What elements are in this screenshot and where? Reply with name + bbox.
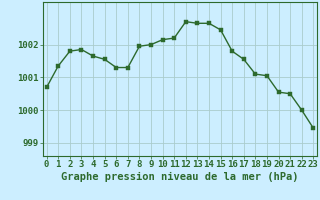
X-axis label: Graphe pression niveau de la mer (hPa): Graphe pression niveau de la mer (hPa) xyxy=(61,172,299,182)
